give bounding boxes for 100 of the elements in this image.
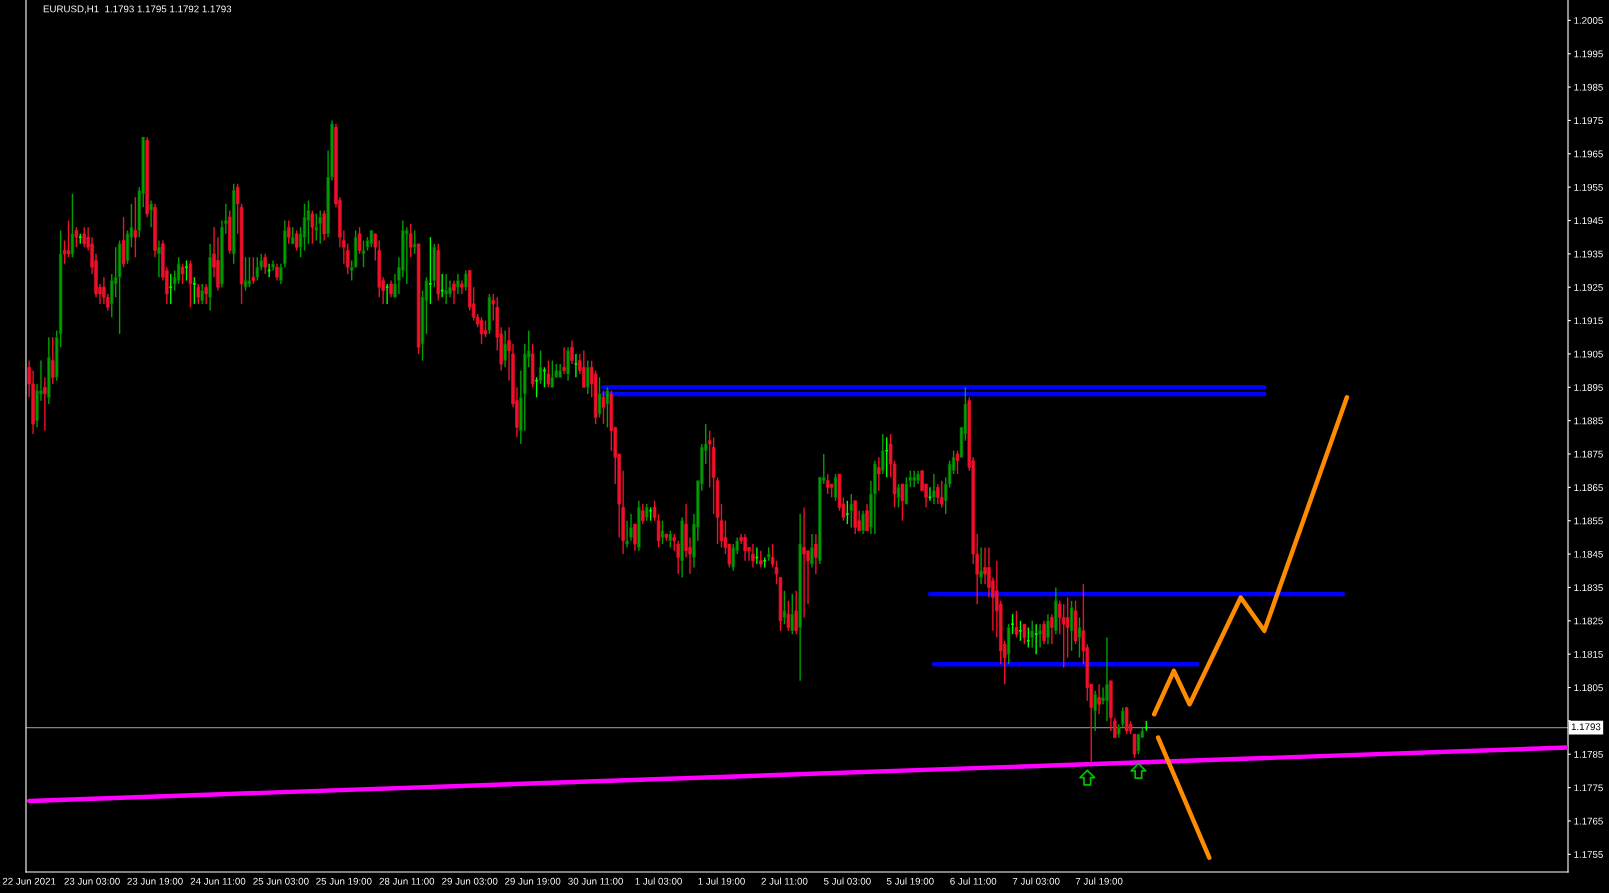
candlestick xyxy=(790,593,795,635)
candlestick xyxy=(66,219,71,258)
candlestick xyxy=(782,590,787,625)
candlestick xyxy=(1105,636,1109,722)
ref-line-label: 1.1793 xyxy=(1571,723,1601,731)
candlestick xyxy=(294,229,299,252)
candlestick xyxy=(1136,733,1141,755)
x-tick-label: 24 Jun 11:00 xyxy=(190,877,246,885)
x-tick-label: 7 Jul 03:00 xyxy=(1012,877,1060,885)
candlestick xyxy=(845,500,850,525)
candlestick xyxy=(1097,683,1101,715)
candlestick xyxy=(176,256,181,285)
candlestick xyxy=(247,256,252,288)
y-tick-label: 1.1905 xyxy=(1574,350,1603,358)
x-tick-label: 6 Jul 11:00 xyxy=(950,877,997,885)
candlestick xyxy=(1038,623,1042,649)
candlestick xyxy=(566,346,570,382)
candlestick xyxy=(896,483,901,509)
y-tick-label: 1.1895 xyxy=(1574,384,1603,391)
x-tick-label: 30 Jun 11:00 xyxy=(568,877,623,885)
candlestick xyxy=(877,456,881,492)
y-tick-label: 1.1805 xyxy=(1574,684,1603,692)
candlestick xyxy=(1065,596,1070,659)
candlestick xyxy=(1022,623,1027,645)
x-tick-label: 5 Jul 03:00 xyxy=(823,877,871,885)
candlestick xyxy=(1018,620,1023,642)
candlestick xyxy=(1132,733,1137,759)
y-tick-label: 1.1755 xyxy=(1574,851,1603,858)
candlestick xyxy=(538,349,543,385)
candlestick xyxy=(51,336,55,385)
candlestick xyxy=(133,196,138,258)
candlestick xyxy=(641,503,645,525)
candlestick xyxy=(1026,626,1031,649)
x-tick-label: 29 Jun 03:00 xyxy=(442,877,498,885)
y-tick-label: 1.1995 xyxy=(1574,50,1603,58)
candlestick xyxy=(70,193,75,258)
candlestick xyxy=(936,483,940,505)
candlestick xyxy=(361,239,366,268)
candlestick xyxy=(464,269,468,292)
x-tick-label: 7 Jul 19:00 xyxy=(1075,877,1123,885)
candlestick xyxy=(932,473,936,505)
candlestick xyxy=(810,533,814,569)
x-tick-label: 29 Jun 19:00 xyxy=(505,877,561,885)
candlestick xyxy=(408,223,413,258)
candlestick xyxy=(444,273,448,305)
candlestick xyxy=(861,510,865,535)
y-tick-label: 1.1955 xyxy=(1574,183,1603,191)
candlestick xyxy=(1069,600,1074,652)
candlestick xyxy=(405,226,409,285)
candlestick xyxy=(168,273,173,305)
candlestick xyxy=(255,256,260,282)
candlestick xyxy=(881,433,885,475)
x-tick-label: 23 Jun 03:00 xyxy=(64,877,120,885)
candlestick xyxy=(1061,603,1066,669)
candlestick xyxy=(940,480,944,509)
y-tick-label: 1.1985 xyxy=(1574,83,1603,91)
candlestick xyxy=(452,279,456,305)
candlestick xyxy=(157,239,161,278)
candlestick xyxy=(200,283,204,305)
candlestick xyxy=(825,473,830,495)
x-tick-label: 23 Jun 19:00 xyxy=(127,877,183,885)
y-tick-label: 1.1915 xyxy=(1574,317,1603,325)
x-tick-label: 28 Jun 11:00 xyxy=(379,877,435,885)
y-tick-label: 1.1855 xyxy=(1574,517,1603,525)
y-tick-label: 1.1965 xyxy=(1574,150,1603,158)
y-tick-label: 1.1925 xyxy=(1574,283,1603,291)
y-tick-label: 1.1865 xyxy=(1574,484,1603,491)
y-tick-label: 1.1775 xyxy=(1574,784,1603,792)
candlestick xyxy=(633,523,637,552)
candlestick xyxy=(314,213,319,242)
y-tick-label: 1.1945 xyxy=(1574,217,1603,225)
candlestick xyxy=(184,259,189,282)
x-tick-label: 25 Jun 03:00 xyxy=(253,877,309,885)
x-tick-label: 5 Jul 19:00 xyxy=(886,877,934,885)
candlestick xyxy=(263,253,267,275)
candlestick xyxy=(802,506,806,619)
x-tick-label: 1 Jul 03:00 xyxy=(635,877,682,885)
candlestick xyxy=(1046,613,1050,645)
candlestick xyxy=(287,219,291,245)
candlestick xyxy=(204,283,208,305)
candlestick xyxy=(570,339,574,365)
candlestick xyxy=(1113,716,1117,739)
candlestick xyxy=(235,183,240,235)
candlestick xyxy=(43,376,47,432)
candlestick xyxy=(243,256,248,292)
candlestick xyxy=(196,283,201,305)
candlestick xyxy=(660,520,665,545)
candlestick xyxy=(562,346,566,375)
candlestick xyxy=(731,543,735,572)
candlestick xyxy=(456,273,460,295)
candlestick xyxy=(322,209,326,242)
candlestick xyxy=(983,546,987,585)
candlestick xyxy=(786,600,791,632)
candlestick xyxy=(479,316,484,345)
y-tick-label: 1.1885 xyxy=(1574,417,1603,425)
candlestick xyxy=(597,376,602,419)
candlestick xyxy=(743,533,747,562)
candlestick xyxy=(1042,620,1046,645)
candlestick xyxy=(900,483,905,522)
chart-title: EURUSD,H1 1.1793 1.1795 1.1792 1.1793 xyxy=(43,5,232,14)
